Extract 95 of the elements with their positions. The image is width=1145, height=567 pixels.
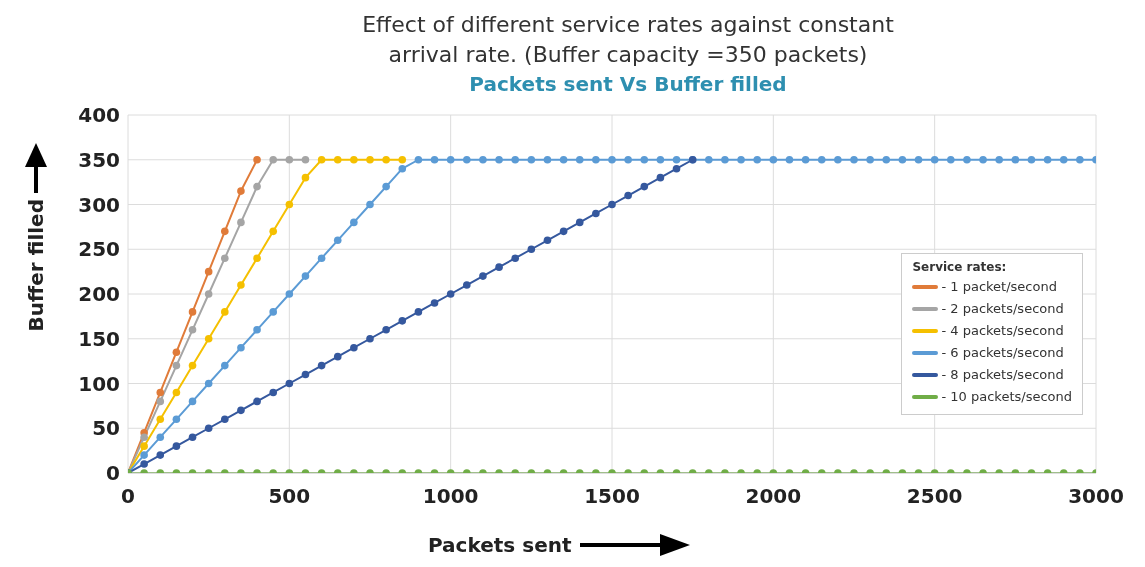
- point: [156, 451, 165, 459]
- y-tick-label: 0: [106, 461, 120, 486]
- point: [188, 433, 197, 441]
- point: [172, 388, 181, 397]
- point: [204, 290, 213, 298]
- y-tick-label: 150: [78, 326, 120, 351]
- y-tick-label: 200: [78, 282, 120, 307]
- point: [640, 182, 649, 191]
- legend-label: - 2 packets/second: [941, 300, 1064, 318]
- point: [156, 388, 165, 397]
- point: [350, 343, 358, 352]
- point: [382, 326, 390, 334]
- legend-label: - 6 packets/second: [941, 344, 1064, 362]
- point: [366, 155, 374, 164]
- point: [204, 424, 213, 433]
- point: [221, 415, 229, 424]
- point: [285, 155, 294, 164]
- point: [398, 317, 407, 325]
- chart-subtitle: Packets sent Vs Buffer filled: [468, 72, 788, 96]
- point: [608, 200, 616, 209]
- point: [398, 155, 407, 164]
- x-tick-label: 1500: [584, 484, 640, 509]
- point: [156, 397, 165, 406]
- point: [656, 173, 665, 182]
- point: [269, 155, 277, 164]
- point: [221, 227, 229, 236]
- point: [237, 281, 245, 289]
- point: [543, 236, 552, 245]
- point: [237, 218, 245, 227]
- point: [253, 182, 261, 191]
- x-tick-label: 2000: [745, 484, 802, 509]
- point: [237, 187, 245, 195]
- point: [269, 388, 277, 397]
- point: [140, 433, 148, 441]
- point: [253, 397, 261, 406]
- point: [350, 155, 358, 164]
- y-tick-label: 400: [78, 103, 120, 128]
- point: [333, 155, 342, 164]
- point: [237, 406, 245, 415]
- point: [204, 267, 213, 276]
- point: [221, 254, 229, 262]
- point: [317, 361, 326, 370]
- point: [414, 308, 423, 316]
- point: [253, 155, 261, 164]
- point: [479, 272, 487, 280]
- point: [140, 460, 148, 468]
- point: [301, 370, 310, 379]
- point: [672, 164, 681, 173]
- point: [221, 308, 229, 316]
- point: [253, 254, 261, 262]
- point: [382, 155, 390, 164]
- y-tick-label: 250: [78, 237, 120, 262]
- point: [366, 334, 374, 343]
- point: [624, 191, 632, 200]
- chart-title: Effect of different service rates against constant arrival rate. (Buffer capacity =350 packets): [361, 11, 895, 69]
- y-tick-label: 350: [78, 147, 120, 172]
- point: [430, 299, 439, 307]
- point: [333, 352, 342, 361]
- y-tick-label: 100: [78, 371, 120, 396]
- x-tick-label: 2500: [906, 484, 963, 509]
- y-tick-label: 50: [92, 416, 120, 441]
- point: [285, 200, 294, 209]
- point: [188, 326, 197, 334]
- legend-label: - 1 packet/second: [941, 278, 1057, 296]
- legend-label: - 10 packets/second: [941, 388, 1072, 406]
- point: [172, 442, 181, 450]
- x-tick-label: 500: [268, 484, 311, 509]
- legend-label: - 4 packets/second: [941, 322, 1064, 340]
- legend-label: - 8 packets/second: [941, 366, 1064, 384]
- point: [188, 308, 197, 316]
- point: [188, 361, 197, 370]
- point: [463, 281, 471, 289]
- legend-title: Service rates:: [912, 260, 1008, 274]
- point: [301, 155, 310, 164]
- point: [285, 379, 294, 388]
- point: [592, 209, 600, 218]
- point: [301, 173, 310, 182]
- point: [172, 361, 181, 370]
- point: [495, 263, 503, 271]
- point: [559, 227, 568, 236]
- point: [172, 348, 181, 356]
- y-axis-title: Buffer filled: [24, 199, 48, 332]
- y-tick-label: 300: [78, 192, 120, 217]
- point: [575, 218, 584, 227]
- point: [511, 254, 519, 262]
- point: [527, 245, 536, 254]
- point: [204, 334, 213, 343]
- point: [156, 415, 165, 424]
- point: [269, 227, 277, 236]
- x-axis-title: Packets sent: [428, 533, 572, 557]
- point: [446, 290, 455, 298]
- point: [317, 155, 326, 164]
- point: [140, 442, 148, 450]
- x-tick-label: 1000: [422, 484, 479, 509]
- x-tick-label: 3000: [1068, 484, 1124, 509]
